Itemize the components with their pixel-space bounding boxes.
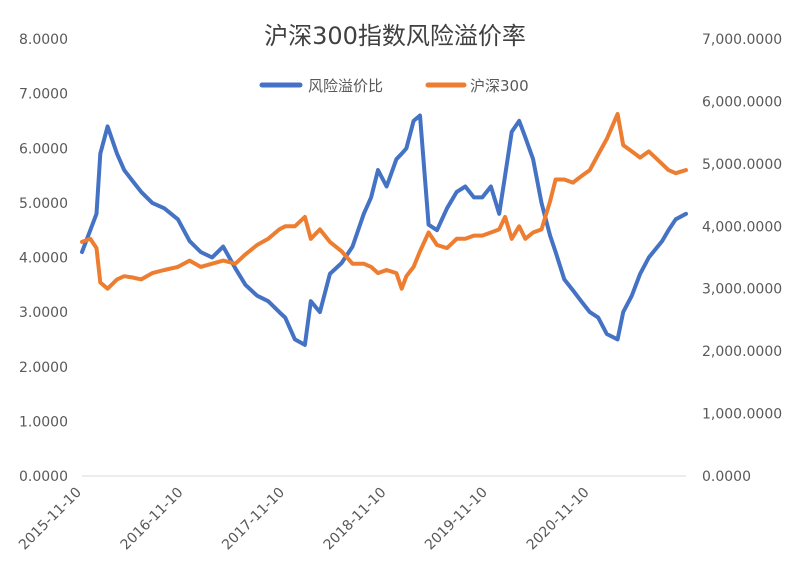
y-right-tick-label: 7,000.0000	[702, 32, 782, 48]
x-tick-label: 2015-11-10	[16, 485, 85, 554]
x-tick-label: 2019-11-10	[422, 485, 491, 554]
chart-title: 沪深300指数风险溢价率	[264, 22, 526, 50]
legend-label-csi300: 沪深300	[470, 77, 529, 95]
y-right-tick-label: 3,000.0000	[702, 282, 782, 298]
y-left-tick-label: 1.0000	[19, 414, 68, 430]
y-left-tick-label: 7.0000	[19, 87, 68, 103]
y-left-tick-label: 6.0000	[19, 141, 68, 157]
y-left-tick-label: 3.0000	[19, 305, 68, 321]
y-right-tick-label: 4,000.0000	[702, 219, 782, 235]
x-axis-ticks: 2015-11-10 2016-11-10 2017-11-10 2018-11-10…	[16, 485, 593, 554]
legend: 风险溢价比 沪深300	[259, 77, 529, 95]
series-line-risk-premium	[80, 113, 688, 347]
x-tick-label: 2017-11-10	[219, 485, 288, 554]
y-left-tick-label: 4.0000	[19, 251, 68, 267]
y-right-tick-label: 5,000.0000	[702, 157, 782, 173]
series-line-csi300	[80, 111, 688, 291]
y-left-tick-label: 8.0000	[19, 32, 68, 48]
y-axis-left-ticks: 0.0000 1.0000 2.0000 3.0000 4.0000 5.0000 6.00…	[19, 32, 68, 485]
x-tick-label: 2016-11-10	[118, 485, 187, 554]
y-right-tick-label: 0.0000	[702, 469, 751, 485]
y-right-tick-label: 6,000.0000	[702, 94, 782, 110]
series-layer	[80, 111, 688, 347]
y-right-tick-label: 2,000.0000	[702, 344, 782, 360]
x-tick-label: 2020-11-10	[524, 485, 593, 554]
y-axis-right-ticks: 0.0000 1,000.0000 2,000.0000 3,000.0000 4,00…	[702, 32, 782, 485]
y-left-tick-label: 2.0000	[19, 360, 68, 376]
y-right-tick-label: 1,000.0000	[702, 407, 782, 423]
legend-label-risk-premium: 风险溢价比	[308, 77, 383, 95]
y-left-tick-label: 5.0000	[19, 196, 68, 212]
y-left-tick-label: 0.0000	[19, 469, 68, 485]
x-tick-label: 2018-11-10	[321, 485, 390, 554]
